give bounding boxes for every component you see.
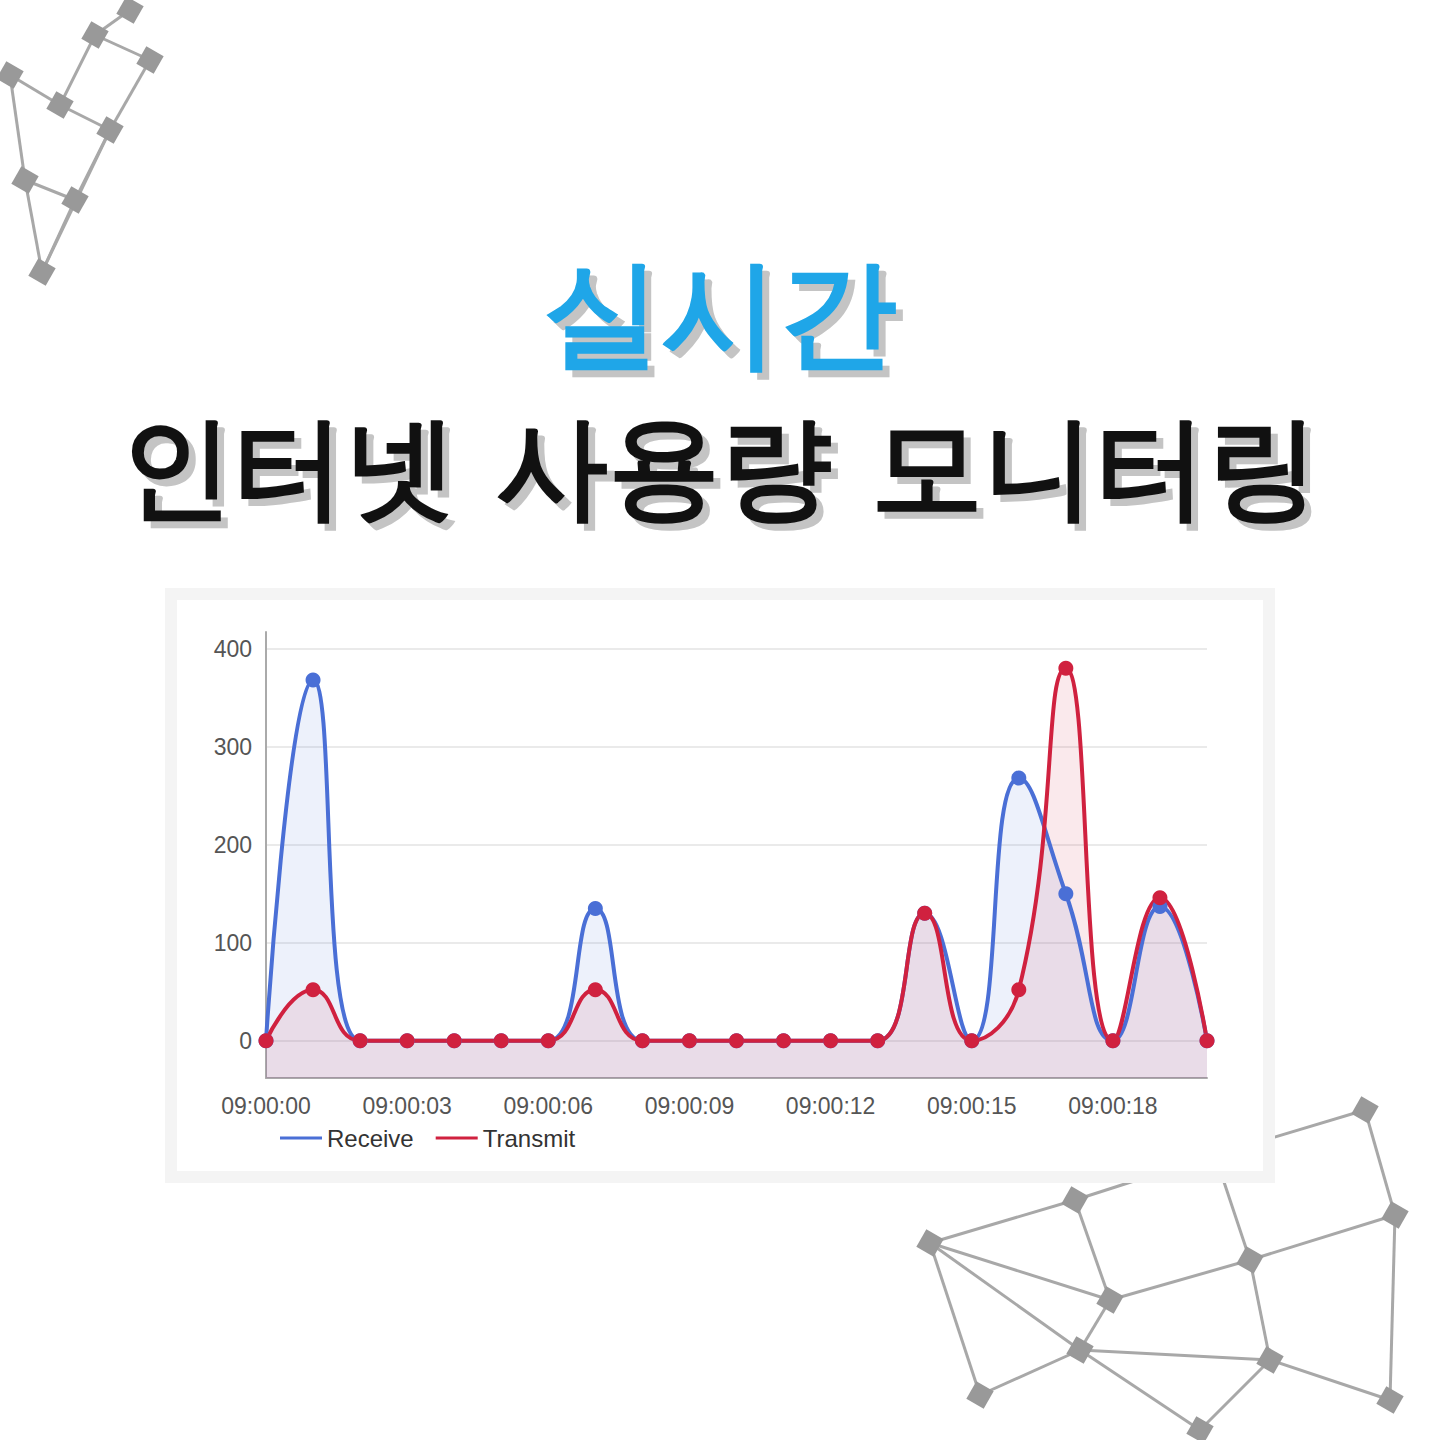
svg-text:09:00:00: 09:00:00 <box>221 1093 311 1119</box>
svg-text:100: 100 <box>214 930 252 956</box>
svg-text:09:00:12: 09:00:12 <box>786 1093 876 1119</box>
svg-text:Transmit: Transmit <box>483 1125 576 1152</box>
svg-text:300: 300 <box>214 734 252 760</box>
html-text:실시간: 실시간 <box>543 244 897 382</box>
html-text:인터넷 사용량 모니터링: 인터넷 사용량 모니터링 <box>121 402 1319 532</box>
svg-text:200: 200 <box>214 832 252 858</box>
svg-text:0: 0 <box>239 1028 252 1054</box>
svg-text:09:00:18: 09:00:18 <box>1068 1093 1158 1119</box>
svg-text:09:00:03: 09:00:03 <box>362 1093 452 1119</box>
svg-text:Receive: Receive <box>327 1125 414 1152</box>
svg-text:400: 400 <box>214 636 252 662</box>
svg-text:09:00:09: 09:00:09 <box>645 1093 735 1119</box>
svg-text:09:00:15: 09:00:15 <box>927 1093 1017 1119</box>
svg-text:09:00:06: 09:00:06 <box>504 1093 594 1119</box>
